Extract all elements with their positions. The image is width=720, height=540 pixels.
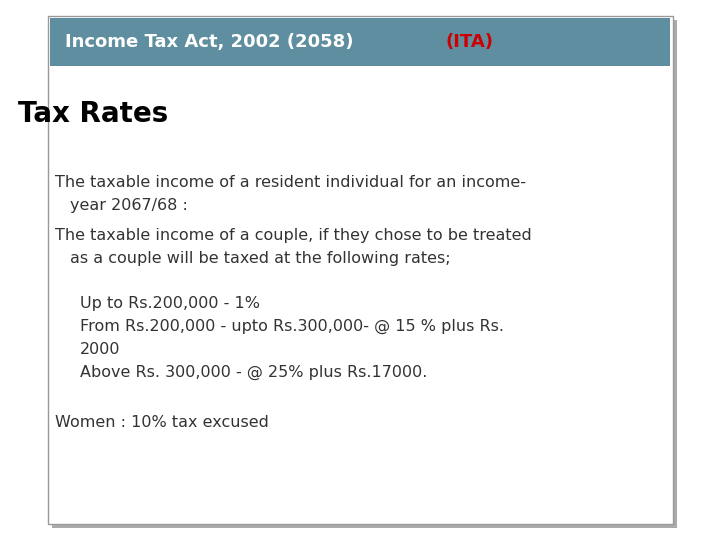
Text: (ITA): (ITA) — [446, 33, 493, 51]
Text: From Rs.200,000 - upto Rs.300,000- @ 15 % plus Rs.: From Rs.200,000 - upto Rs.300,000- @ 15 … — [80, 319, 504, 334]
Text: as a couple will be taxed at the following rates;: as a couple will be taxed at the followi… — [70, 251, 451, 266]
Text: Up to Rs.200,000 - 1%: Up to Rs.200,000 - 1% — [80, 296, 260, 311]
Text: 2000: 2000 — [80, 342, 120, 357]
Text: The taxable income of a resident individual for an income-: The taxable income of a resident individ… — [55, 175, 526, 190]
FancyBboxPatch shape — [50, 18, 670, 66]
FancyBboxPatch shape — [52, 20, 677, 528]
Text: Women : 10% tax excused: Women : 10% tax excused — [55, 415, 269, 430]
FancyBboxPatch shape — [48, 16, 673, 524]
Text: Above Rs. 300,000 - @ 25% plus Rs.17000.: Above Rs. 300,000 - @ 25% plus Rs.17000. — [80, 365, 428, 380]
Text: Tax Rates: Tax Rates — [18, 100, 168, 128]
Text: The taxable income of a couple, if they chose to be treated: The taxable income of a couple, if they … — [55, 228, 532, 243]
Text: Income Tax Act, 2002 (2058): Income Tax Act, 2002 (2058) — [65, 33, 360, 51]
Text: year 2067/68 :: year 2067/68 : — [70, 198, 188, 213]
